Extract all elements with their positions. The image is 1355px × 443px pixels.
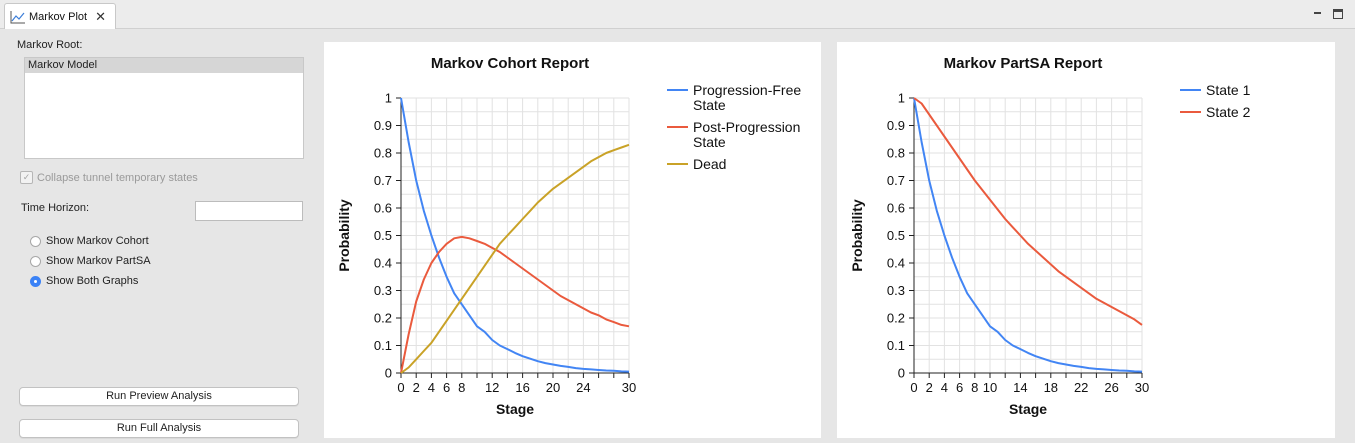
minimize-icon[interactable]	[1313, 9, 1323, 19]
x-tick-label: 22	[1074, 380, 1088, 395]
radio-selected-icon	[30, 275, 41, 287]
y-tick-label: 0.2	[374, 311, 392, 326]
chart-title: Markov PartSA Report	[944, 55, 1103, 72]
legend-label: Progression-Free	[693, 82, 801, 98]
series-line	[400, 143, 630, 374]
cohort-chart-panel: Markov Cohort Report 0 0.1 0.2 0.3 0.4 0.5 0.6 0…	[324, 42, 821, 438]
y-axis-label: Probability	[336, 199, 352, 272]
y-tick-label: 0	[385, 366, 392, 381]
time-horizon-label: Time Horizon:	[21, 202, 90, 214]
legend-label: Post-Progression	[693, 119, 800, 135]
radio-show-partsa[interactable]: Show Markov PartSA	[30, 255, 151, 267]
x-tick-label: 16	[515, 380, 529, 395]
y-tick-label: 0.5	[887, 228, 905, 243]
list-item[interactable]: Markov Model	[25, 58, 303, 73]
x-tick-label: 2	[926, 380, 933, 395]
x-tick-label: 0	[910, 380, 917, 395]
series-line	[400, 235, 630, 374]
main-content: Markov Root: Markov Model ✓ Collapse tun…	[0, 29, 1355, 443]
y-tick-label: 0.8	[374, 146, 392, 161]
y-tick-label: 0.4	[887, 256, 905, 271]
y-tick-label: 0.4	[374, 256, 392, 271]
y-tick-label: 1	[385, 91, 392, 106]
y-tick-label: 0.7	[887, 173, 905, 188]
y-tick-label: 0.5	[374, 228, 392, 243]
legend-label: State 2	[1206, 104, 1251, 120]
markov-root-label: Markov Root:	[17, 39, 83, 51]
x-tick-label: 8	[971, 380, 978, 395]
line-chart-icon	[10, 10, 25, 23]
x-axis-label: Stage	[496, 401, 534, 417]
radio-label: Show Both Graphs	[46, 275, 139, 287]
y-tick-label: 0.1	[374, 338, 392, 353]
checkbox-checked-icon: ✓	[20, 171, 33, 184]
radio-show-both[interactable]: Show Both Graphs	[30, 275, 138, 287]
settings-panel: Markov Root: Markov Model ✓ Collapse tun…	[0, 29, 315, 443]
x-tick-label: 30	[622, 380, 636, 395]
series-line	[913, 97, 1143, 373]
y-tick-label: 1	[898, 91, 905, 106]
series-line	[400, 97, 630, 373]
legend-label: State	[693, 134, 726, 150]
y-tick-label: 0	[898, 366, 905, 381]
x-tick-label: 24	[576, 380, 590, 395]
y-tick-label: 0.1	[887, 338, 905, 353]
y-tick-label: 0.3	[374, 283, 392, 298]
tab-bar: Markov Plot ✕	[0, 0, 1355, 29]
partsa-chart: Markov PartSA Report 0 0.1 0.2 0.3 0.4 0.5 0.6 0…	[849, 55, 1251, 417]
x-tick-label: 26	[1104, 380, 1118, 395]
markov-root-list[interactable]: Markov Model	[24, 57, 304, 159]
x-tick-label: 18	[1044, 380, 1058, 395]
y-tick-label: 0.9	[887, 118, 905, 133]
series-line	[913, 97, 1143, 326]
run-full-button[interactable]: Run Full Analysis	[19, 419, 299, 438]
radio-label: Show Markov PartSA	[46, 255, 151, 267]
radio-show-cohort[interactable]: Show Markov Cohort	[30, 235, 149, 247]
x-axis-label: Stage	[1009, 401, 1047, 417]
y-tick-label: 0.3	[887, 283, 905, 298]
y-tick-label: 0.8	[887, 146, 905, 161]
y-tick-label: 0.6	[887, 201, 905, 216]
collapse-tunnel-label: Collapse tunnel temporary states	[37, 171, 198, 184]
collapse-tunnel-checkbox[interactable]: ✓ Collapse tunnel temporary states	[20, 171, 198, 184]
legend-label: Dead	[693, 156, 726, 172]
y-axis-label: Probability	[849, 199, 865, 272]
legend-label: State	[693, 97, 726, 113]
tab-title: Markov Plot	[29, 10, 88, 23]
time-horizon-input[interactable]	[195, 201, 303, 221]
y-tick-label: 0.2	[887, 311, 905, 326]
y-tick-label: 0.9	[374, 118, 392, 133]
partsa-chart-panel: Markov PartSA Report 0 0.1 0.2 0.3 0.4 0.5 0.6 0…	[837, 42, 1335, 438]
x-tick-label: 8	[458, 380, 465, 395]
legend-label: State 1	[1206, 82, 1251, 98]
radio-label: Show Markov Cohort	[46, 235, 149, 247]
chart-title: Markov Cohort Report	[431, 55, 589, 72]
x-tick-label: 12	[485, 380, 499, 395]
x-tick-label: 4	[428, 380, 435, 395]
maximize-icon[interactable]	[1333, 9, 1343, 19]
x-tick-label: 10	[983, 380, 997, 395]
x-tick-label: 30	[1135, 380, 1149, 395]
radio-icon	[30, 255, 41, 267]
x-tick-label: 6	[443, 380, 450, 395]
x-tick-label: 0	[397, 380, 404, 395]
x-tick-label: 6	[956, 380, 963, 395]
cohort-chart: Markov Cohort Report 0 0.1 0.2 0.3 0.4 0.5 0.6 0…	[336, 55, 801, 417]
x-tick-label: 2	[413, 380, 420, 395]
close-icon[interactable]: ✕	[95, 9, 106, 24]
x-tick-label: 14	[1013, 380, 1027, 395]
x-tick-label: 20	[546, 380, 560, 395]
y-tick-label: 0.6	[374, 201, 392, 216]
run-preview-button[interactable]: Run Preview Analysis	[19, 387, 299, 406]
radio-icon	[30, 235, 41, 247]
y-tick-label: 0.7	[374, 173, 392, 188]
tab-markov-plot[interactable]: Markov Plot ✕	[4, 3, 116, 29]
x-tick-label: 4	[941, 380, 948, 395]
